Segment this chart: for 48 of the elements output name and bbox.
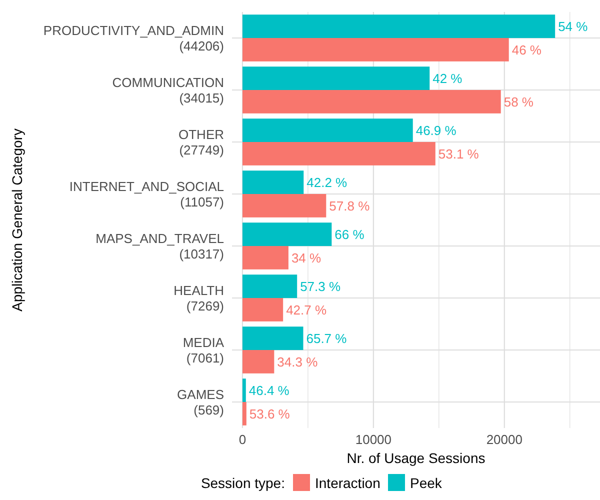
x-tick-label: 10000 [355, 432, 392, 447]
annotation: 53.1 % [438, 146, 480, 162]
bar [242, 90, 501, 114]
legend-label: Interaction [315, 475, 380, 491]
annotation: 66 % [334, 226, 365, 242]
annotation: 57.8 % [329, 198, 370, 214]
legend-label: Peek [410, 475, 443, 491]
bar [242, 326, 304, 350]
annotation: 46.9 % [416, 122, 457, 138]
y-axis-title: Application General Category [9, 128, 25, 312]
annotation: 57.3 % [300, 278, 341, 294]
y-tick-label: HEALTH (7269) [174, 282, 224, 314]
bar [242, 170, 304, 194]
annotation: 65.7 % [306, 330, 348, 346]
annotation: 54 % [558, 18, 588, 34]
x-axis-title: Nr. of Usage Sessions [346, 450, 486, 466]
bar [242, 246, 288, 270]
y-tick-label: GAMES (569) [177, 386, 224, 418]
annotation: 42.7 % [286, 302, 327, 318]
bar [242, 38, 509, 62]
bar [242, 350, 274, 374]
bar [242, 378, 246, 402]
bar [242, 118, 413, 142]
y-tick-label: COMMUNICATION (34015) [112, 74, 224, 106]
bar [242, 222, 332, 246]
annotation: 46.4 % [248, 382, 290, 398]
annotation: 42 % [432, 70, 463, 86]
y-tick-label: INTERNET_AND_SOCIAL (11057) [69, 178, 224, 210]
bar [242, 142, 436, 166]
bar [242, 274, 298, 298]
annotation: 34.3 % [277, 354, 318, 370]
legend-title: Session type: [200, 475, 285, 491]
bar [242, 66, 430, 90]
y-tick-label: MEDIA (7061) [182, 334, 224, 366]
bar [242, 402, 246, 426]
y-tick-label: PRODUCTIVITY_AND_ADMIN (44206) [43, 22, 224, 54]
annotation: 58 % [504, 94, 534, 110]
x-tick-label: 20000 [486, 432, 522, 447]
x-tick-label: 0 [238, 432, 246, 447]
bar [242, 298, 284, 322]
bar [242, 14, 556, 38]
annotation: 53.6 % [249, 406, 290, 422]
y-tick-label: MAPS_AND_TRAVEL (10317) [96, 230, 224, 262]
annotation: 34 % [291, 250, 322, 266]
annotation: 46 % [512, 42, 542, 58]
y-tick-label: OTHER (27749) [178, 126, 224, 158]
annotation: 42.2 % [306, 174, 348, 190]
bar [242, 194, 326, 218]
